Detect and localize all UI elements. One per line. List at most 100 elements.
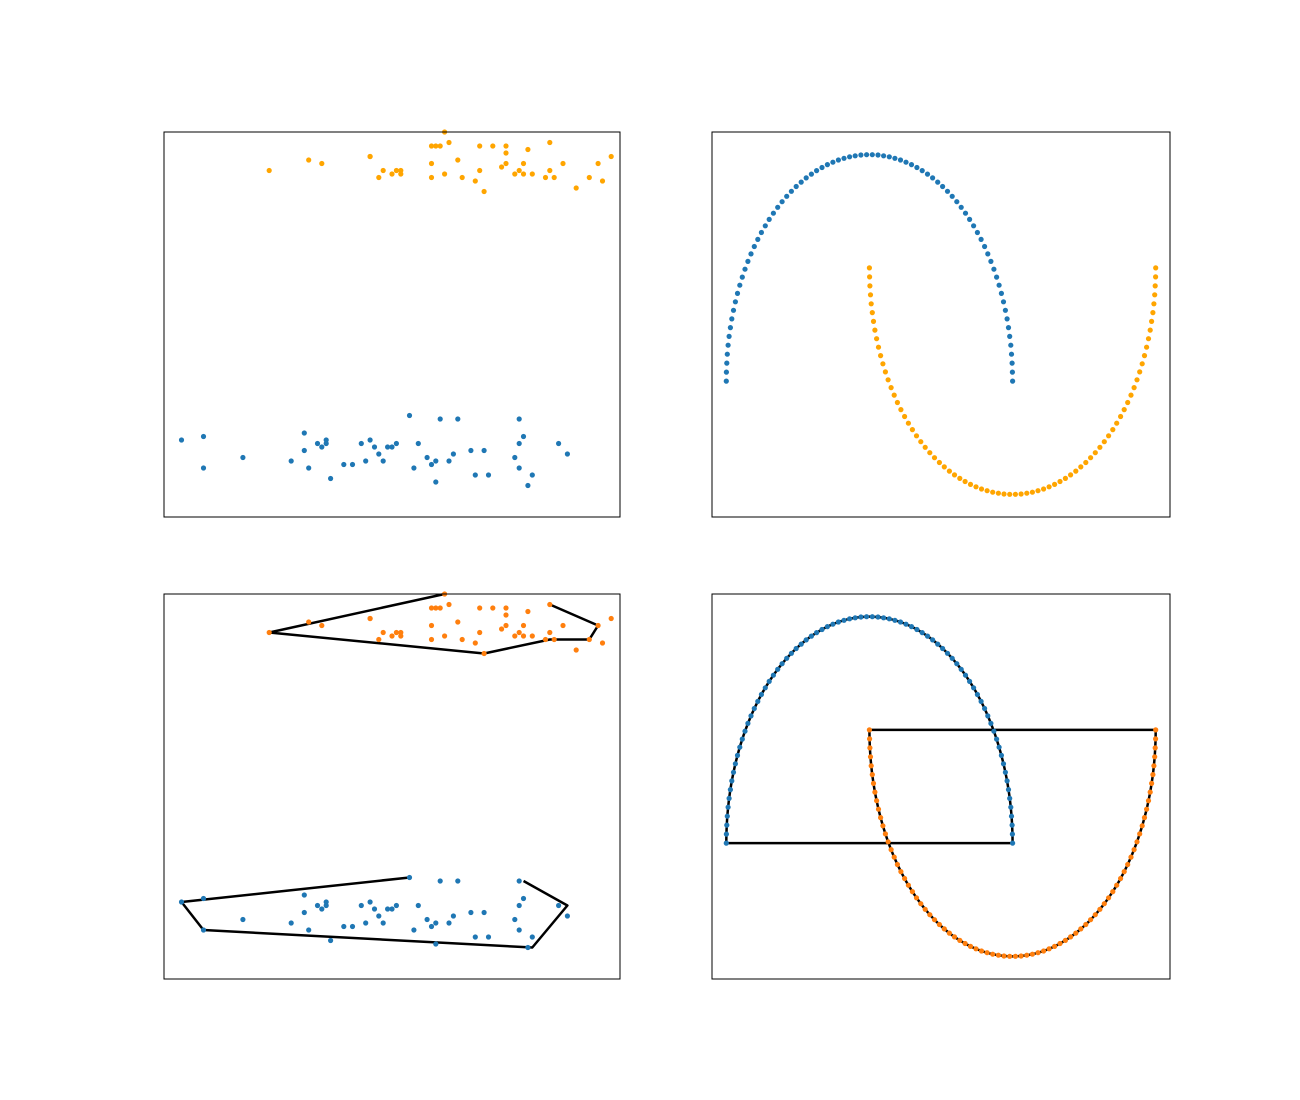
scatter-point-s1-47 <box>967 943 974 950</box>
scatter-point-s1-37 <box>1024 952 1030 958</box>
scatter-point-s1-1 <box>306 619 312 625</box>
scatter-point-s0-45 <box>556 902 562 909</box>
scatter-point-s0-46 <box>830 621 836 627</box>
scatter-point-s1-39 <box>1012 953 1019 959</box>
scatter-point-s0-38 <box>875 152 881 158</box>
scatter-point-s1-52 <box>941 926 947 932</box>
scatter-point-s1-43 <box>990 489 996 495</box>
scatter-point-s0-77 <box>724 360 730 366</box>
scatter-point-s0-62 <box>755 236 761 242</box>
scatter-point-s1-67 <box>882 831 889 837</box>
scatter-point-s1-20 <box>1110 427 1116 433</box>
scatter-point-s1-11 <box>428 636 435 643</box>
scatter-point-s1-75 <box>868 763 874 769</box>
scatter-point-s0-55 <box>784 193 790 199</box>
scatter-point-s1-33 <box>520 171 527 177</box>
scatter-point-s0-20 <box>967 216 973 222</box>
scatter-point-s0-30 <box>919 630 925 636</box>
scatter-point-s1-67 <box>882 369 889 375</box>
scatter-point-s0-23 <box>954 199 960 205</box>
scatter-point-s0-41 <box>516 902 522 909</box>
scatter-point-s0-70 <box>732 761 739 767</box>
scatter-point-s0-5 <box>1007 795 1013 802</box>
scatter-point-s0-39 <box>512 454 518 461</box>
scatter-panel-top-left <box>163 129 621 518</box>
scatter-point-s1-22 <box>477 605 483 611</box>
scatter-point-s0-42 <box>520 895 527 902</box>
scatter-point-s0-26 <box>415 440 421 447</box>
scatter-point-s0-31 <box>437 878 443 884</box>
scatter-point-s0-37 <box>481 447 487 454</box>
scatter-point-s0-15 <box>358 440 364 447</box>
scatter-point-s0-43 <box>847 154 853 160</box>
scatter-point-s0-20 <box>380 920 386 926</box>
scatter-point-s1-56 <box>922 906 928 912</box>
scatter-point-s1-39 <box>560 622 566 629</box>
scatter-point-s0-34 <box>455 878 461 884</box>
scatter-point-s0-74 <box>726 333 732 339</box>
scatter-point-s0-78 <box>723 831 730 837</box>
scatter-point-s1-42 <box>595 160 601 167</box>
scatter-point-s0-21 <box>385 444 391 450</box>
axes-frame <box>163 593 621 980</box>
scatter-point-s0-29 <box>924 171 931 177</box>
scatter-point-s1-73 <box>870 318 877 324</box>
scatter-point-s1-21 <box>472 178 478 184</box>
scatter-point-s1-40 <box>1007 953 1013 959</box>
scatter-point-s1-55 <box>927 912 933 918</box>
scatter-point-s1-40 <box>1007 491 1013 497</box>
scatter-point-s1-71 <box>874 336 880 342</box>
scatter-point-s1-57 <box>918 439 924 445</box>
scatter-point-s1-38 <box>551 174 557 181</box>
scatter-point-s1-28 <box>1073 930 1079 936</box>
scatter-point-s0-73 <box>727 787 734 793</box>
scatter-point-s1-58 <box>913 433 920 439</box>
scatter-point-s0-37 <box>481 909 487 916</box>
scatter-point-s1-41 <box>586 174 592 181</box>
scatter-point-s0-17 <box>363 458 369 464</box>
scatter-point-s0-2 <box>240 916 246 923</box>
scatter-point-s1-12 <box>1137 369 1143 375</box>
scatter-point-s0-34 <box>897 619 904 625</box>
scatter-point-s1-15 <box>1128 854 1134 860</box>
scatter-point-s1-34 <box>525 608 531 615</box>
scatter-point-s1-54 <box>931 917 938 923</box>
scatter-point-s0-77 <box>724 822 730 828</box>
scatter-point-s0-52 <box>798 179 804 185</box>
scatter-point-s1-17 <box>1121 407 1127 413</box>
scatter-point-s1-25 <box>1088 455 1094 461</box>
scatter-point-s1-45 <box>542 636 549 643</box>
scatter-point-s0-1 <box>200 895 207 902</box>
scatter-point-s0-30 <box>433 479 439 485</box>
scatter-point-s1-76 <box>867 754 874 760</box>
scatter-point-s0-40 <box>864 614 870 620</box>
scatter-point-s0-45 <box>835 619 842 625</box>
scatter-point-s0-68 <box>737 282 743 288</box>
scatter-point-s0-12 <box>328 475 334 482</box>
scatter-point-s1-35 <box>529 633 535 639</box>
scatter-point-s0-33 <box>450 451 456 457</box>
scatter-point-s0-21 <box>962 210 969 216</box>
scatter-point-s1-77 <box>867 283 873 289</box>
scatter-point-s1-69 <box>878 815 884 821</box>
scatter-point-s1-18 <box>1118 875 1124 882</box>
scatter-point-s1-7 <box>389 171 395 177</box>
hull-panel-bottom-right <box>711 593 1171 980</box>
scatter-point-s0-42 <box>852 153 858 159</box>
scatter-point-s1-14 <box>433 143 439 149</box>
scatter-point-s1-30 <box>1062 937 1068 944</box>
scatter-point-s1-38 <box>1018 953 1024 959</box>
scatter-point-s0-46 <box>830 159 836 165</box>
scatter-point-s1-64 <box>891 854 897 860</box>
scatter-point-s1-62 <box>898 407 904 413</box>
scatter-point-s1-38 <box>551 636 557 643</box>
scatter-point-s0-54 <box>788 188 795 194</box>
scatter-point-s1-41 <box>1001 491 1007 497</box>
scatter-point-s1-34 <box>1041 948 1047 954</box>
scatter-point-s1-7 <box>1147 789 1153 795</box>
scatter-point-s1-7 <box>389 633 395 639</box>
scatter-point-s1-33 <box>1046 946 1052 952</box>
scatter-point-s0-45 <box>835 157 842 163</box>
scatter-point-s1-53 <box>936 921 943 928</box>
scatter-point-s0-23 <box>954 661 960 667</box>
